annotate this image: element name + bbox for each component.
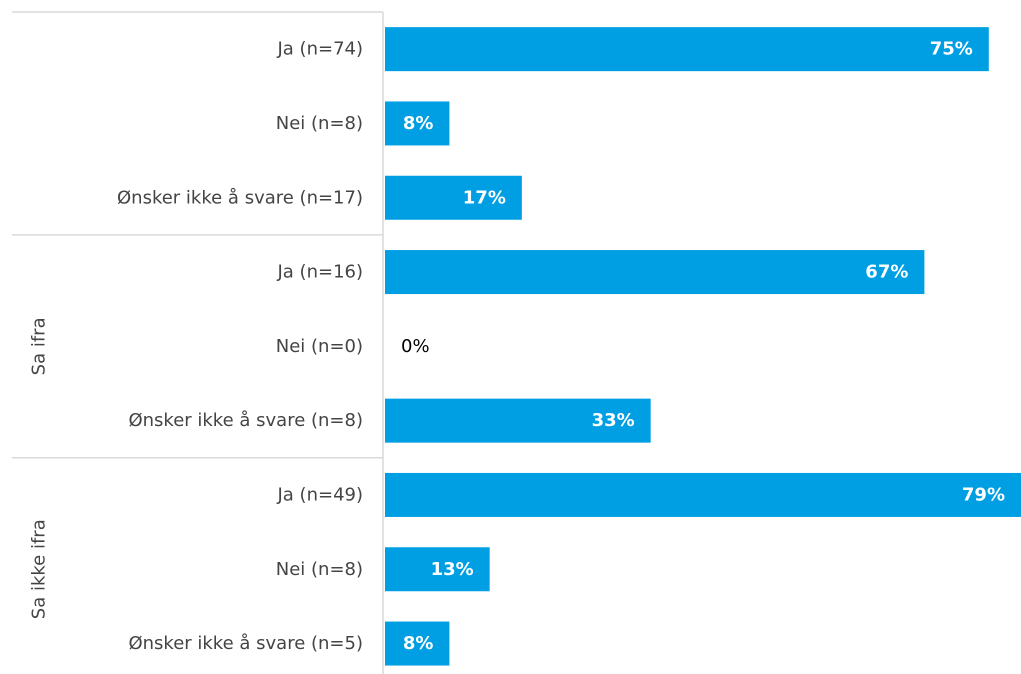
category-label: Ja (n=16) <box>277 262 364 283</box>
data-label: 33% <box>592 410 635 431</box>
category-label: Nei (n=8) <box>276 113 363 134</box>
data-label: 8% <box>403 113 434 134</box>
group-label: Sa ifra <box>29 317 50 375</box>
bar <box>385 472 1021 517</box>
category-label: Ønsker ikke å svare (n=5) <box>128 633 363 654</box>
category-label: Ønsker ikke å svare (n=17) <box>117 187 363 208</box>
bar <box>385 398 651 443</box>
bar <box>385 250 925 295</box>
category-label: Nei (n=8) <box>276 559 363 580</box>
category-label: Ønsker ikke å svare (n=8) <box>128 410 363 431</box>
data-label: 79% <box>962 484 1005 505</box>
category-label: Ja (n=74) <box>277 39 364 60</box>
data-label: 17% <box>463 187 506 208</box>
bar <box>385 621 450 666</box>
bar <box>385 547 490 592</box>
data-label: 13% <box>431 559 474 580</box>
data-label: 67% <box>865 262 908 283</box>
data-label: 8% <box>403 633 434 654</box>
category-label: Nei (n=0) <box>276 336 363 357</box>
bar <box>385 101 450 146</box>
category-label: Ja (n=49) <box>277 484 364 505</box>
data-label: 75% <box>930 39 973 60</box>
data-label: 0% <box>401 336 430 357</box>
bar <box>385 175 522 220</box>
bar <box>385 27 989 72</box>
group-label: Sa ikke ifra <box>29 519 50 619</box>
